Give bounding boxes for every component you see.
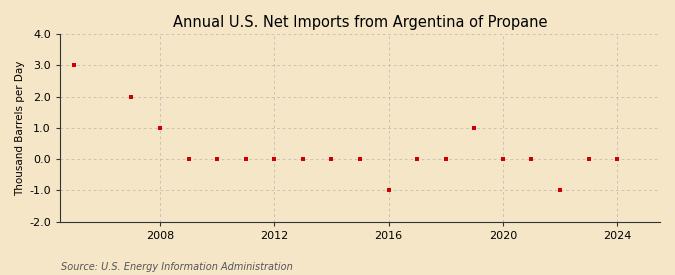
- Y-axis label: Thousand Barrels per Day: Thousand Barrels per Day: [15, 60, 25, 196]
- Title: Annual U.S. Net Imports from Argentina of Propane: Annual U.S. Net Imports from Argentina o…: [173, 15, 547, 30]
- Text: Source: U.S. Energy Information Administration: Source: U.S. Energy Information Administ…: [61, 262, 292, 272]
